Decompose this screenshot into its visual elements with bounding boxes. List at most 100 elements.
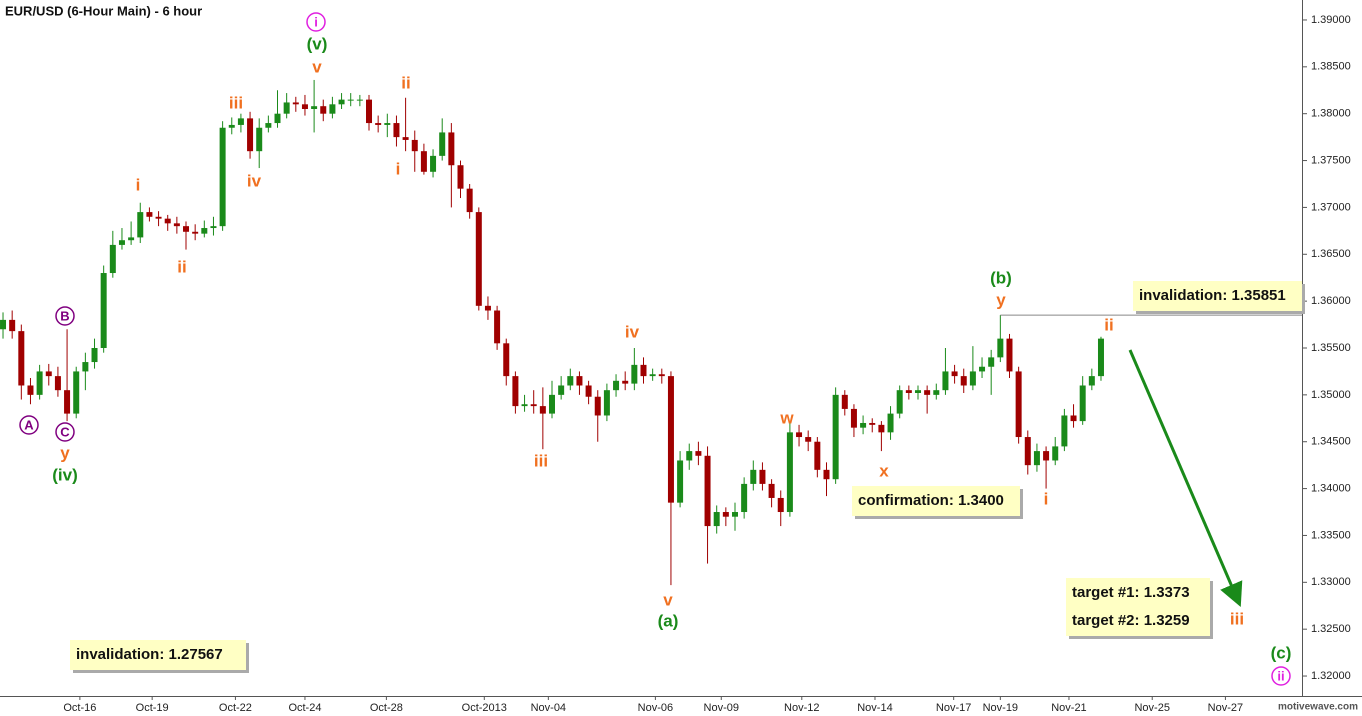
y-tick-label: 1.36000 <box>1311 295 1351 307</box>
candle-body <box>420 151 427 172</box>
annotation: ii <box>177 257 186 276</box>
annotation: ii <box>401 73 410 92</box>
chart-title: EUR/USD (6-Hour Main) - 6 hour <box>5 3 202 18</box>
annotation-circle <box>19 415 39 435</box>
annotation: i <box>1044 489 1049 508</box>
x-tick-label: Oct-24 <box>288 702 321 714</box>
candle-body <box>0 319 7 330</box>
y-tick-label: 1.34000 <box>1311 482 1351 494</box>
y-tick-label: 1.35000 <box>1311 389 1351 401</box>
candle-body <box>128 237 135 241</box>
candle-body <box>64 390 71 414</box>
candle-body <box>228 124 235 128</box>
candle-body <box>1006 338 1013 372</box>
y-tick-label: 1.37000 <box>1311 201 1351 213</box>
candle-body <box>109 244 116 274</box>
candle-body <box>247 118 254 152</box>
candle-body <box>393 123 400 138</box>
candle-body <box>878 424 885 433</box>
candle-body <box>9 319 16 332</box>
candle-body <box>832 394 839 480</box>
annotation-circle <box>55 422 75 442</box>
candle-body <box>658 374 665 377</box>
annotation: y <box>996 290 1006 309</box>
candle-body <box>869 422 876 425</box>
y-tick-label: 1.37500 <box>1311 154 1351 166</box>
annotation: iv <box>247 171 262 190</box>
candle-body <box>805 437 812 442</box>
candle-body <box>448 132 455 166</box>
x-tick-label: Nov-17 <box>936 702 971 714</box>
candle-body <box>997 338 1004 358</box>
candle-body <box>667 376 674 503</box>
y-tick-label: 1.34500 <box>1311 436 1351 448</box>
x-tick-label: Oct-22 <box>219 702 252 714</box>
candle-body <box>677 460 684 503</box>
candle-body <box>1079 385 1086 422</box>
annotation: v <box>312 57 322 76</box>
y-tick-label: 1.39000 <box>1311 14 1351 26</box>
candle-body <box>594 396 601 416</box>
candle-body <box>1043 451 1050 461</box>
candle-body <box>1052 446 1059 461</box>
candle-body <box>36 371 43 395</box>
candle-body <box>439 132 446 156</box>
candle-body <box>274 113 281 124</box>
box-text: target #2: 1.3259 <box>1072 612 1190 629</box>
candle-body <box>942 371 949 391</box>
candle-body <box>18 331 25 386</box>
candle-body <box>466 188 473 213</box>
candle-body <box>347 99 354 101</box>
candle-body <box>704 455 711 527</box>
box-text: invalidation: 1.27567 <box>76 646 223 663</box>
candle-body <box>183 226 190 232</box>
candle-body <box>558 385 565 395</box>
info-box <box>852 486 1020 516</box>
candle-body <box>841 394 848 409</box>
candle-body <box>530 404 537 407</box>
candle-body <box>750 469 757 484</box>
candle-body <box>969 371 976 386</box>
candle-body <box>539 406 546 414</box>
annotation: iv <box>625 322 640 341</box>
candle-body <box>237 118 244 125</box>
candle-body <box>603 390 610 416</box>
candle-body <box>1024 437 1031 466</box>
candle-body <box>265 123 272 128</box>
candle-body <box>887 413 894 433</box>
candle-body <box>768 483 775 498</box>
annotation-circle <box>55 306 75 326</box>
candle-body <box>576 376 583 386</box>
candle-body <box>82 362 89 372</box>
box-text: target #1: 1.3373 <box>1072 584 1190 601</box>
annotation: ii <box>1277 668 1284 683</box>
candle-body <box>384 123 391 125</box>
annotation: (b) <box>990 268 1012 287</box>
annotation-circle <box>1271 666 1291 686</box>
candle-body <box>860 422 867 428</box>
candle-body <box>640 364 647 377</box>
annotation: i <box>314 14 318 29</box>
candle-body <box>1015 371 1022 438</box>
x-tick-label: Nov-27 <box>1208 702 1243 714</box>
y-tick-label: 1.38000 <box>1311 108 1351 120</box>
candle-body <box>924 390 931 395</box>
annotation: (iv) <box>52 465 78 484</box>
y-tick-label: 1.36500 <box>1311 248 1351 260</box>
candle-body <box>933 390 940 395</box>
box-text: confirmation: 1.3400 <box>858 492 1004 509</box>
x-tick-label: Oct-19 <box>136 702 169 714</box>
candle-body <box>155 216 162 219</box>
candle-body <box>503 343 510 377</box>
x-tick-label: Nov-21 <box>1051 702 1086 714</box>
candle-body <box>27 385 34 395</box>
candle-body <box>951 371 958 377</box>
box-text: invalidation: 1.35851 <box>1139 287 1286 304</box>
x-tick-label: Oct-16 <box>63 702 96 714</box>
candle-body <box>301 104 308 110</box>
candle-body <box>713 512 720 527</box>
candle-body <box>741 483 748 513</box>
candle-body <box>356 99 363 101</box>
candle-body <box>613 380 620 391</box>
